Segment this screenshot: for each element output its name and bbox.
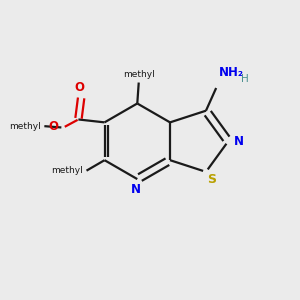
Text: methyl: methyl <box>9 122 41 131</box>
Text: N: N <box>131 183 141 196</box>
Text: H: H <box>241 74 249 84</box>
Text: N: N <box>233 135 243 148</box>
Text: NH₂: NH₂ <box>219 66 244 79</box>
Text: methyl: methyl <box>123 70 154 79</box>
Text: methyl: methyl <box>51 166 83 175</box>
Text: O: O <box>75 81 85 94</box>
Text: O: O <box>48 120 58 133</box>
Text: S: S <box>207 173 216 186</box>
